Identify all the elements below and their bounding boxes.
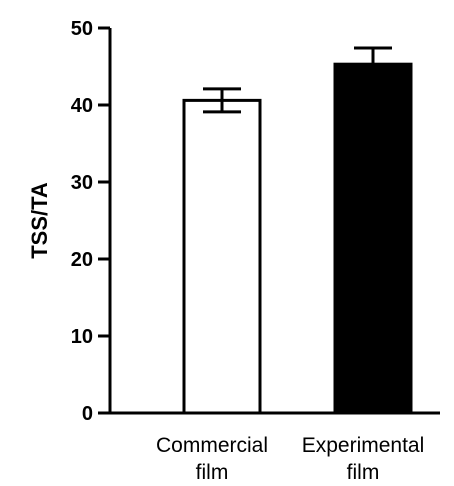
y-tick-label: 10 <box>71 326 93 348</box>
x-axis: Commercial film Experimental film <box>108 411 440 484</box>
bar <box>333 62 413 415</box>
x-category-label: film <box>196 461 229 484</box>
y-axis: 0 10 20 30 40 50 <box>71 18 112 425</box>
x-category-label: film <box>347 461 380 484</box>
y-tick-label: 40 <box>71 95 93 117</box>
y-tick-label: 30 <box>71 172 93 194</box>
bar <box>182 98 262 415</box>
bars <box>182 46 413 415</box>
y-tick-label: 0 <box>82 403 93 425</box>
x-category-label: Commercial <box>156 434 268 457</box>
y-tick-label: 50 <box>71 18 93 40</box>
y-tick-label: 20 <box>71 249 93 271</box>
y-axis-title: TSS/TA <box>27 182 52 259</box>
x-category-label: Experimental <box>302 434 425 457</box>
